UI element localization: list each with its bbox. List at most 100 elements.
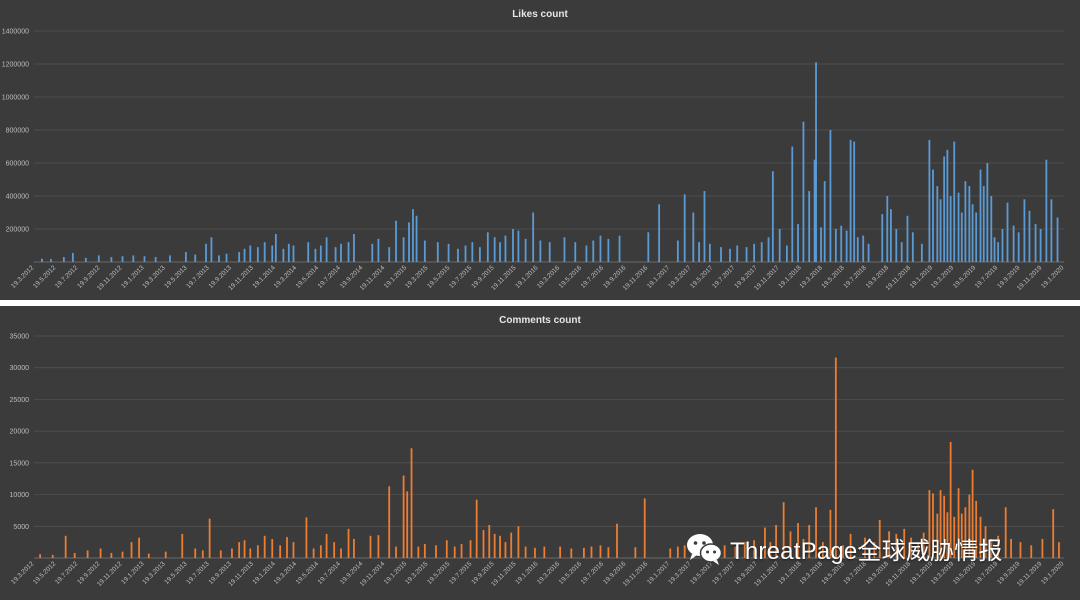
bar	[1039, 229, 1042, 262]
bar	[353, 538, 355, 558]
bar	[815, 507, 817, 558]
bar	[960, 513, 963, 558]
bar	[676, 240, 679, 262]
bar	[953, 516, 956, 558]
bar	[906, 215, 909, 262]
bar	[888, 531, 890, 558]
bar	[314, 248, 317, 262]
bar	[845, 230, 848, 262]
bar	[121, 256, 124, 262]
y-tick-label: 1400000	[2, 29, 29, 36]
bar	[808, 525, 811, 558]
bar	[829, 130, 832, 262]
bar	[353, 233, 355, 262]
bar	[960, 212, 963, 262]
y-tick-label: 200000	[6, 227, 29, 234]
bar	[583, 547, 585, 558]
bar	[842, 545, 844, 558]
bar	[782, 502, 785, 558]
bar	[815, 62, 817, 262]
x-tick-label: 19.7.2019	[974, 264, 1000, 290]
bar	[238, 542, 241, 558]
bar	[764, 527, 766, 558]
bar	[563, 237, 566, 262]
bar	[225, 253, 228, 262]
bar	[797, 224, 799, 262]
bar	[395, 220, 397, 262]
y-tick-label: 1200000	[2, 62, 29, 69]
bar	[968, 494, 971, 558]
bar	[436, 242, 439, 262]
bar	[460, 544, 463, 558]
bar	[1050, 199, 1053, 262]
bar	[132, 255, 135, 262]
bar	[984, 526, 987, 558]
bar	[319, 245, 322, 262]
x-tick-label: 19.7.2012	[54, 560, 80, 586]
bar	[73, 552, 76, 558]
y-tick-label: 10000	[10, 492, 30, 499]
likes-chart: 200000 400000 600000 800000 1000000 1200000 14…	[2, 29, 1066, 293]
bar	[939, 490, 942, 558]
bar	[886, 196, 889, 262]
y-tick-label: 30000	[10, 365, 30, 372]
bar	[415, 215, 418, 262]
bar	[271, 245, 274, 262]
bar	[532, 212, 535, 262]
x-tick-label: 19.7.2016	[580, 560, 606, 586]
x-tick-label: 19.7.2013	[185, 560, 211, 586]
bar	[939, 199, 942, 262]
bar	[982, 186, 985, 262]
bar	[590, 546, 593, 558]
bar	[723, 545, 726, 558]
bar	[946, 149, 949, 262]
bar	[274, 233, 277, 262]
bar	[936, 186, 939, 262]
bar	[41, 258, 43, 262]
bar	[618, 235, 621, 262]
likes-chart-panel: Likes count 200000 400000 600000 800000 1000…	[0, 0, 1080, 300]
bar	[169, 255, 171, 262]
bar	[208, 518, 211, 558]
bar	[369, 535, 372, 558]
bar	[482, 530, 485, 558]
bar	[110, 552, 113, 558]
y-tick-label: 5000	[13, 524, 29, 531]
bar	[559, 546, 562, 558]
bar	[1045, 159, 1048, 262]
bar	[205, 243, 207, 262]
bar	[64, 535, 67, 558]
bar	[312, 548, 315, 558]
bar	[864, 537, 866, 558]
bar	[201, 550, 204, 558]
bar	[1028, 210, 1031, 262]
comments-chart: 500010000150002000025000300003500019.3.2…	[10, 334, 1066, 589]
bar	[616, 523, 618, 558]
bar	[1012, 225, 1015, 262]
bar	[607, 238, 610, 262]
bar	[447, 243, 450, 262]
bar	[517, 230, 520, 262]
bar	[493, 533, 496, 558]
bar	[292, 245, 295, 262]
chart-title: Likes count	[512, 9, 568, 20]
bar	[889, 209, 892, 262]
bar	[256, 247, 259, 262]
bar	[936, 513, 939, 558]
bar	[834, 357, 837, 558]
bar	[599, 235, 602, 262]
chart-title: Comments count	[499, 315, 581, 326]
bar	[734, 546, 737, 558]
bar	[802, 121, 805, 262]
bar	[1017, 232, 1020, 262]
bar	[138, 537, 140, 558]
bar	[745, 247, 748, 262]
bar	[683, 545, 686, 558]
bar	[736, 245, 739, 262]
bar	[1019, 542, 1022, 558]
bar	[417, 546, 420, 558]
bar	[964, 507, 967, 558]
bar	[823, 181, 826, 262]
watermark-text: ThreatPage全球威胁情报	[730, 537, 1003, 565]
bar	[903, 528, 906, 558]
